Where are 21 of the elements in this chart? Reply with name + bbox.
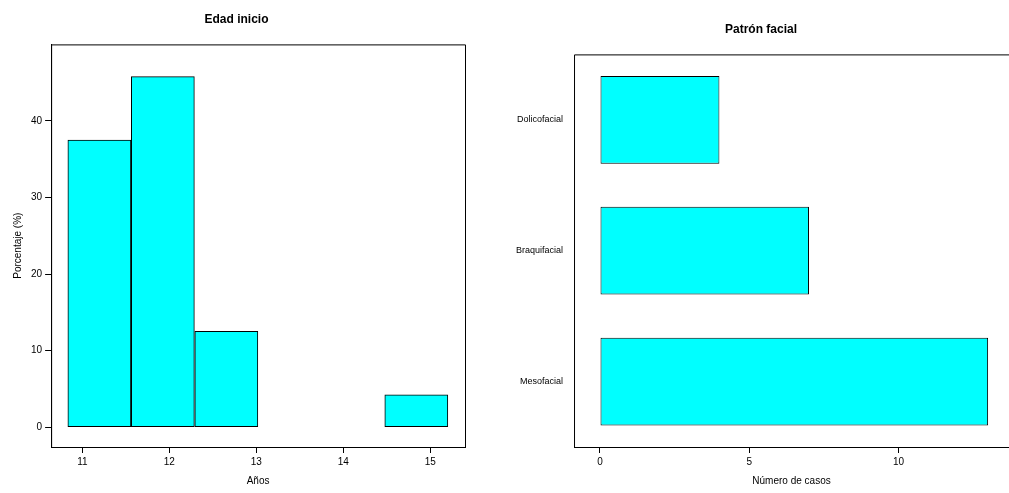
x-tick-label: 11 <box>77 455 89 467</box>
y-tick-label: 0 <box>36 420 43 432</box>
x-tick-label: 14 <box>337 455 350 467</box>
x-tick-label: 5 <box>746 455 753 467</box>
y-tick-label: Mesofacial <box>519 376 564 387</box>
y-tick-label: 10 <box>31 344 43 356</box>
x-tick-label: 10 <box>892 455 905 467</box>
y-axis-title: Porcentaje (%) <box>11 212 23 279</box>
x-axis-title: Años <box>246 474 270 486</box>
y-tick-label: 40 <box>31 114 43 126</box>
x-tick-label: 12 <box>163 455 176 467</box>
x-axis-title: Número de casos <box>752 474 831 486</box>
chart-title: Patrón facial <box>724 21 798 36</box>
x-tick-label: 15 <box>424 455 437 467</box>
y-tick-label: 20 <box>31 267 43 279</box>
x-tick-label: 13 <box>250 455 263 467</box>
x-tick-label: 0 <box>597 455 604 467</box>
y-tick-label: Braquifacial <box>515 245 564 256</box>
y-tick-label: 30 <box>31 191 43 203</box>
chart-title: Edad inicio <box>204 11 269 26</box>
y-tick-label: Dolicofacial <box>516 114 564 125</box>
